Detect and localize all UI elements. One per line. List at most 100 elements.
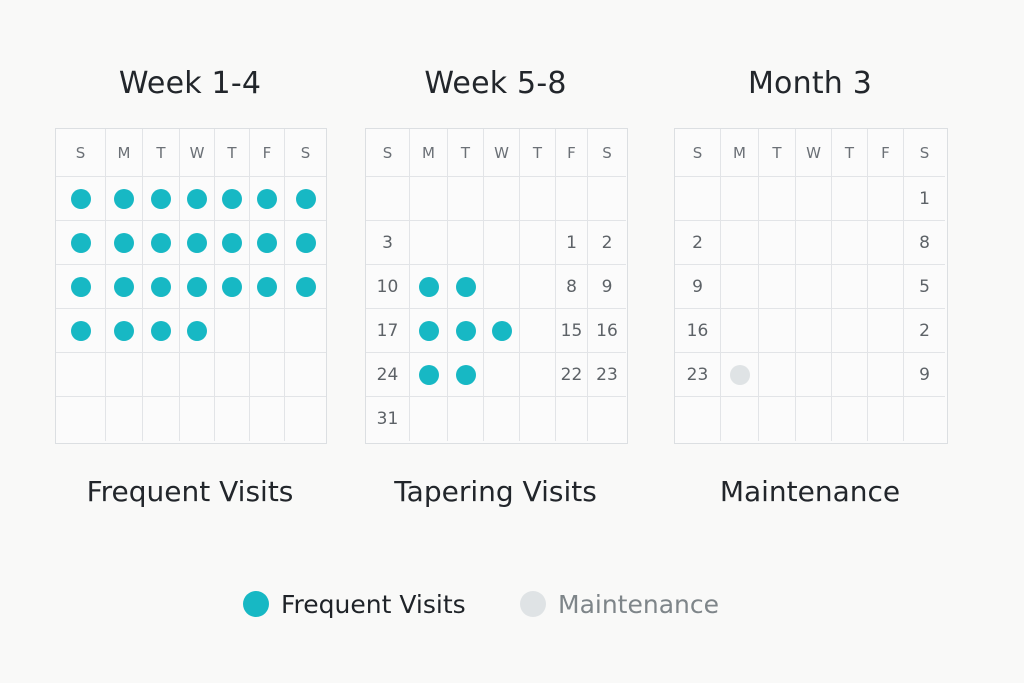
calendar-cell <box>520 397 556 441</box>
calendar-cell <box>868 353 904 397</box>
legend: Frequent Visits Maintenance <box>0 584 1024 624</box>
calendar-cell <box>285 265 326 309</box>
calendar-cell <box>796 177 832 221</box>
calendar-cell <box>180 221 215 265</box>
calendar-cell <box>180 309 215 353</box>
calendar-cell: 2 <box>675 221 721 265</box>
calendar-cell <box>484 353 520 397</box>
calendar-cell <box>143 397 180 441</box>
calendar-cell: 8 <box>556 265 588 309</box>
calendar-cell <box>832 353 868 397</box>
calendar-cell: 22 <box>556 353 588 397</box>
legend-swatch-frequent <box>243 591 269 617</box>
panel-caption: Tapering Visits <box>394 475 597 508</box>
frequent-visit-dot <box>222 232 242 253</box>
frequent-visit-dot <box>455 364 476 385</box>
calendar-cell: 2 <box>904 309 945 353</box>
calendar-cell <box>721 353 759 397</box>
calendar-cell <box>285 221 326 265</box>
calendar-cell <box>448 309 484 353</box>
calendar-cell <box>250 221 285 265</box>
calendar-cell <box>143 353 180 397</box>
calendar-cell <box>250 309 285 353</box>
calendar-cell <box>759 353 796 397</box>
calendar-cell <box>721 177 759 221</box>
frequent-visit-dot <box>151 232 171 253</box>
weekday-header: S <box>366 129 410 177</box>
maintenance-visit-dot <box>729 364 750 385</box>
calendar-cell: 3 <box>366 221 410 265</box>
calendar-cell <box>106 265 143 309</box>
frequent-visit-dot <box>222 188 242 209</box>
calendar-cell <box>285 397 326 441</box>
weekday-header: F <box>868 129 904 177</box>
calendar-cell: 9 <box>904 353 945 397</box>
legend-item-maintenance: Maintenance <box>520 584 719 624</box>
frequent-visit-dot <box>70 188 91 209</box>
frequent-visit-dot <box>187 188 207 209</box>
weekday-header: M <box>410 129 448 177</box>
calendar-cell <box>448 265 484 309</box>
calendar-cell <box>180 265 215 309</box>
frequent-visit-dot <box>257 188 277 209</box>
frequent-visit-dot <box>455 320 476 341</box>
weekday-header: T <box>832 129 868 177</box>
calendar-cell <box>56 265 106 309</box>
calendar-cell: 15 <box>556 309 588 353</box>
calendar-cell: 23 <box>588 353 626 397</box>
calendar-cell <box>106 309 143 353</box>
calendar-cell <box>215 265 250 309</box>
calendar-cell <box>250 177 285 221</box>
calendar-cell <box>832 221 868 265</box>
calendar-cell <box>759 397 796 441</box>
calendar-cell <box>721 309 759 353</box>
calendar-cell <box>868 177 904 221</box>
frequent-visit-dot <box>455 276 476 297</box>
weekday-header: W <box>180 129 215 177</box>
frequent-visit-dot <box>491 320 512 341</box>
frequent-visit-dot <box>70 320 91 341</box>
calendar-cell: 31 <box>366 397 410 441</box>
panel-title: Month 3 <box>747 66 873 101</box>
calendar-cell <box>721 221 759 265</box>
frequent-visit-dot <box>114 188 134 209</box>
frequent-visit-dot <box>114 232 134 253</box>
calendar-cell <box>759 221 796 265</box>
legend-item-frequent: Frequent Visits <box>243 584 466 624</box>
calendar-cell: 9 <box>588 265 626 309</box>
calendar-cell <box>721 397 759 441</box>
calendar-cell <box>759 309 796 353</box>
legend-swatch-maintenance <box>520 591 546 617</box>
calendar-cell <box>832 309 868 353</box>
calendar-cell <box>56 397 106 441</box>
calendar-grid: S M T W T F S 3 1 2 10 8 9 17 15 16 24 22 23 31 <box>365 128 628 444</box>
calendar-cell: 23 <box>675 353 721 397</box>
frequent-visit-dot <box>418 364 439 385</box>
calendar-cell <box>832 265 868 309</box>
legend-label: Maintenance <box>558 589 719 619</box>
calendar-cell <box>448 397 484 441</box>
calendar-cell <box>56 309 106 353</box>
calendar-cell <box>143 221 180 265</box>
weekday-header: T <box>759 129 796 177</box>
calendar-cell <box>675 177 721 221</box>
calendar-cell <box>588 397 626 441</box>
calendar-cell <box>410 309 448 353</box>
calendar-grid: S M T W T F S 1 2 8 9 5 16 2 23 9 <box>674 128 948 444</box>
calendar-cell <box>832 177 868 221</box>
weekday-header: T <box>143 129 180 177</box>
calendar-cell <box>215 177 250 221</box>
calendar-cell <box>868 265 904 309</box>
calendar-cell <box>868 309 904 353</box>
calendar-cell <box>721 265 759 309</box>
calendar-cell <box>215 353 250 397</box>
panel-caption: Frequent Visits <box>86 475 294 508</box>
calendar-cell <box>215 309 250 353</box>
weekday-header: T <box>520 129 556 177</box>
calendar-cell: 17 <box>366 309 410 353</box>
calendar-cell <box>366 177 410 221</box>
calendar-cell <box>759 265 796 309</box>
calendar-cell <box>410 265 448 309</box>
calendar-cell <box>410 177 448 221</box>
